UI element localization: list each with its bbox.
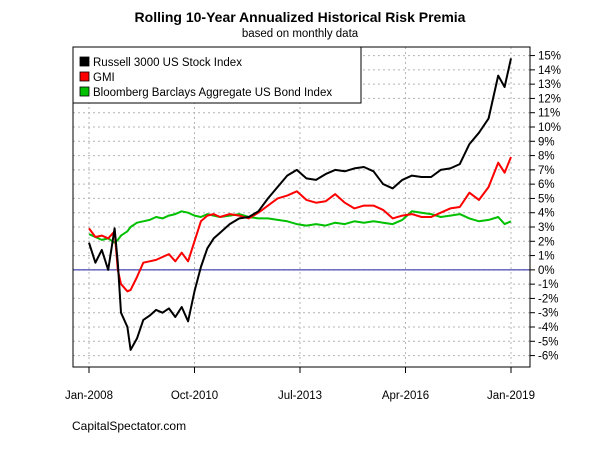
legend-label-bonds: Bloomberg Barclays Aggregate US Bond Ind… <box>93 87 332 99</box>
y-tick-label: 2% <box>538 236 555 248</box>
series-line-gmi <box>88 156 512 293</box>
y-tick-label: 11% <box>538 108 560 120</box>
legend-swatch-bonds <box>79 86 90 97</box>
y-axis: -6% -5% -4% -3% -2% -1% 0% 1% 2% 3% 4% 5% 6% 7% 8% 9% 10… <box>529 47 561 367</box>
y-tick-label: 5% <box>538 193 555 205</box>
y-tick-label: -5% <box>538 336 558 348</box>
y-tick-label: 9% <box>538 136 555 148</box>
x-tick-label: Jan-2008 <box>65 390 113 402</box>
x-tick-label: Jul-2013 <box>278 390 322 402</box>
y-tick-label: -3% <box>538 308 558 320</box>
x-tick-label: Apr-2016 <box>382 390 429 402</box>
y-tick-label: -1% <box>538 279 558 291</box>
y-tick-label: -4% <box>538 322 558 334</box>
y-tick-label: 10% <box>538 122 561 134</box>
x-axis: Jan-2008 Oct-2010 Jul-2013 Apr-2016 Jan-2019 <box>65 366 535 402</box>
y-tick-label: 0% <box>538 265 555 277</box>
chart-title: Rolling 10-Year Annualized Historical Ri… <box>135 9 466 25</box>
legend-swatch-gmi <box>79 71 90 82</box>
y-tick-label: -2% <box>538 293 558 305</box>
y-tick-label: 13% <box>538 79 561 91</box>
y-tick-label: 3% <box>538 222 555 234</box>
x-tick-label: Jan-2019 <box>487 390 535 402</box>
chart-subtitle: based on monthly data <box>242 28 359 40</box>
x-tick-label: Oct-2010 <box>171 390 218 402</box>
y-tick-label: 4% <box>538 208 555 220</box>
credit-text: CapitalSpectator.com <box>72 419 186 433</box>
series-lines <box>88 58 512 351</box>
y-tick-label: 15% <box>538 51 561 63</box>
legend-box <box>72 46 362 104</box>
series-line-bonds <box>88 210 512 244</box>
y-tick-label: 12% <box>538 93 561 105</box>
y-tick-label: -6% <box>538 351 558 363</box>
y-tick-label: 8% <box>538 151 555 163</box>
y-tick-label: 1% <box>538 251 555 263</box>
legend-label-gmi: GMI <box>93 72 115 84</box>
y-tick-label: 6% <box>538 179 555 191</box>
legend-label-russell: Russell 3000 US Stock Index <box>93 57 242 69</box>
y-tick-label: 7% <box>538 165 555 177</box>
legend-swatch-russell <box>79 56 90 67</box>
legend: Russell 3000 US Stock Index GMI Bloomber… <box>72 46 362 104</box>
y-tick-label: 14% <box>538 65 561 77</box>
series-line-russell <box>88 58 512 351</box>
